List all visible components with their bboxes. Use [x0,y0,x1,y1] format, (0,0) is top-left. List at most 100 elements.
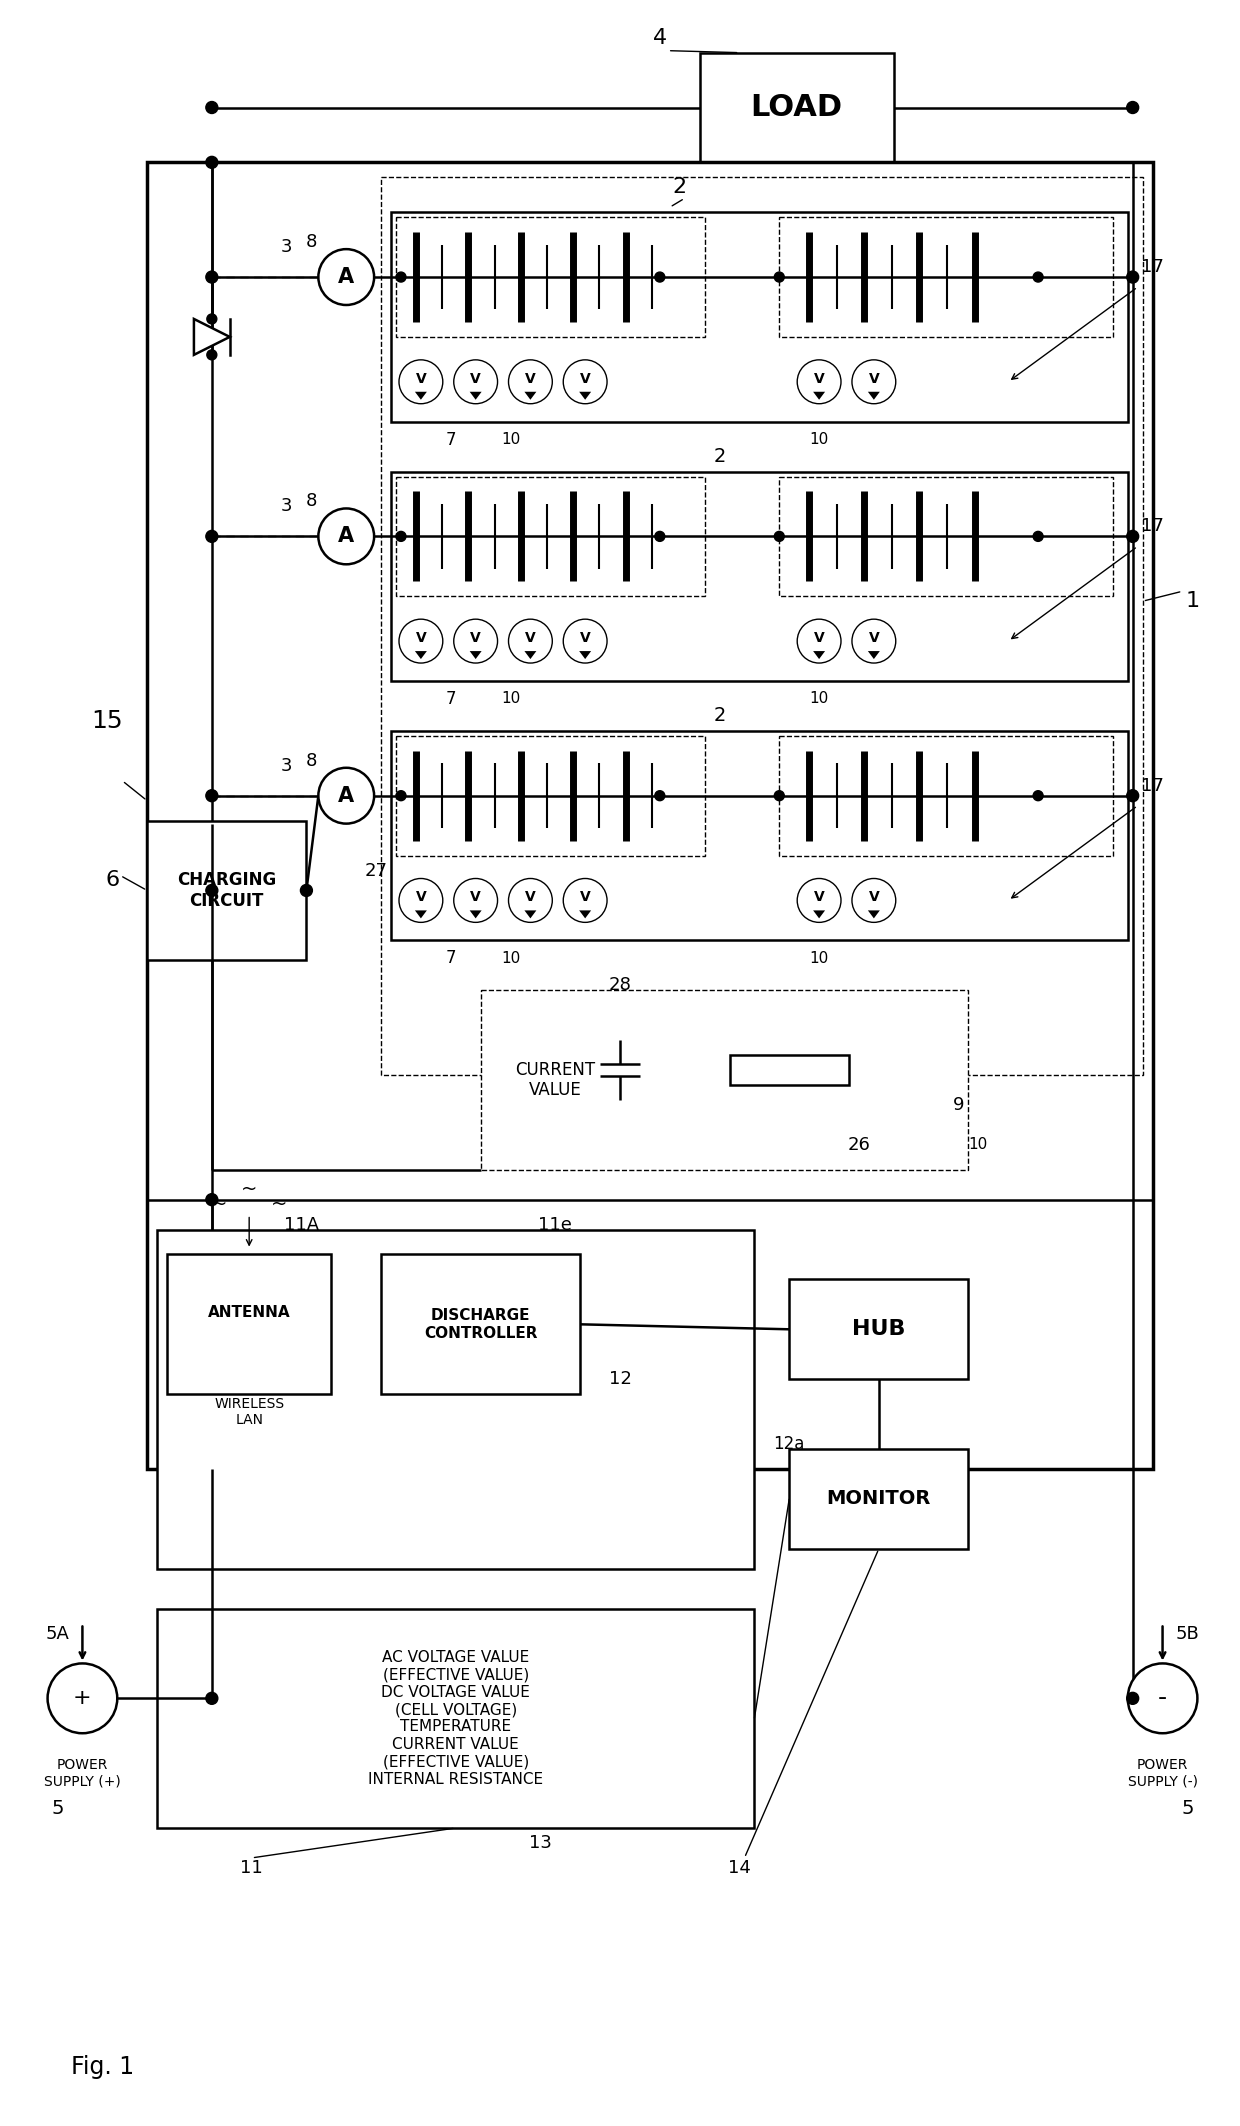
Polygon shape [193,319,229,355]
Circle shape [1127,1663,1198,1733]
Text: LOAD: LOAD [750,94,843,121]
Polygon shape [525,910,537,918]
Text: 2: 2 [713,706,725,725]
Text: ~: ~ [211,1195,227,1214]
Circle shape [1033,532,1043,542]
Text: 8: 8 [306,234,317,251]
Text: Fig. 1: Fig. 1 [71,2056,134,2079]
Polygon shape [470,651,481,659]
Bar [729,1054,849,1084]
Text: 11: 11 [241,1858,263,1877]
Text: WIRELESS
LAN: WIRELESS LAN [215,1397,284,1427]
Circle shape [774,532,784,542]
Text: 4: 4 [652,28,667,47]
Text: V: V [415,372,427,385]
Polygon shape [415,391,427,400]
Text: V: V [580,372,590,385]
Polygon shape [415,910,427,918]
Text: 12: 12 [609,1369,631,1388]
Text: 5A: 5A [46,1624,69,1643]
Circle shape [399,878,443,923]
Bar [789,1280,968,1380]
Text: 3: 3 [280,238,293,255]
Circle shape [206,529,218,542]
Bar [391,472,1127,680]
Text: MONITOR: MONITOR [827,1490,931,1507]
Polygon shape [813,910,825,918]
Circle shape [774,272,784,283]
Text: 17: 17 [1141,517,1164,536]
Text: 28: 28 [609,976,631,995]
Circle shape [1127,789,1138,802]
Text: V: V [868,891,879,904]
Circle shape [47,1663,118,1733]
Circle shape [655,272,665,283]
Circle shape [1127,102,1138,113]
Text: 7: 7 [445,432,456,449]
Circle shape [300,884,312,897]
Bar [396,476,704,595]
Text: 27: 27 [365,861,388,880]
Text: V: V [525,631,536,644]
Text: ~: ~ [270,1195,288,1214]
Circle shape [1127,529,1138,542]
Bar [167,1254,331,1395]
Text: DISCHARGE
CONTROLLER: DISCHARGE CONTROLLER [424,1307,537,1342]
Polygon shape [579,391,591,400]
Polygon shape [415,651,427,659]
Text: 17: 17 [1141,776,1164,795]
Polygon shape [868,651,880,659]
Text: +: + [73,1688,92,1709]
Text: HUB: HUB [852,1320,905,1339]
Text: 5: 5 [51,1799,63,1818]
Circle shape [1127,272,1138,283]
Circle shape [319,767,374,823]
Circle shape [207,351,217,359]
Text: V: V [525,891,536,904]
Text: 13: 13 [529,1835,552,1852]
Polygon shape [868,391,880,400]
Text: 3: 3 [280,757,293,774]
Bar [381,176,1142,1076]
Polygon shape [579,651,591,659]
Bar [779,736,1112,855]
Circle shape [454,878,497,923]
Circle shape [206,272,218,283]
Circle shape [1033,272,1043,283]
Circle shape [655,532,665,542]
Text: V: V [415,631,427,644]
Bar [789,1450,968,1548]
Text: 9: 9 [952,1095,965,1114]
Text: V: V [868,631,879,644]
Bar [391,213,1127,421]
Text: 3: 3 [280,497,293,514]
Circle shape [396,791,405,802]
Text: AC VOLTAGE VALUE
(EFFECTIVE VALUE)
DC VOLTAGE VALUE
(CELL VOLTAGE)
TEMPERATURE
C: AC VOLTAGE VALUE (EFFECTIVE VALUE) DC VO… [368,1650,543,1786]
Text: A: A [339,787,355,806]
Bar [157,1609,754,1828]
Text: 7: 7 [445,950,456,967]
Text: 8: 8 [306,493,317,510]
Polygon shape [868,910,880,918]
Text: 2: 2 [672,176,687,198]
Polygon shape [525,651,537,659]
Circle shape [508,878,552,923]
Text: -: - [1158,1686,1167,1709]
Text: A: A [339,527,355,546]
Text: V: V [470,631,481,644]
Text: V: V [813,891,825,904]
Bar [396,736,704,855]
Text: 15: 15 [92,708,123,733]
Text: 10: 10 [810,950,828,965]
Circle shape [399,359,443,404]
Text: V: V [580,631,590,644]
Circle shape [396,532,405,542]
Text: 5: 5 [1182,1799,1194,1818]
Circle shape [206,1692,218,1705]
Text: V: V [470,372,481,385]
Text: V: V [415,891,427,904]
Circle shape [852,619,895,663]
Text: 12a: 12a [774,1435,805,1452]
Text: 14: 14 [728,1858,751,1877]
Text: 11e: 11e [538,1216,572,1233]
